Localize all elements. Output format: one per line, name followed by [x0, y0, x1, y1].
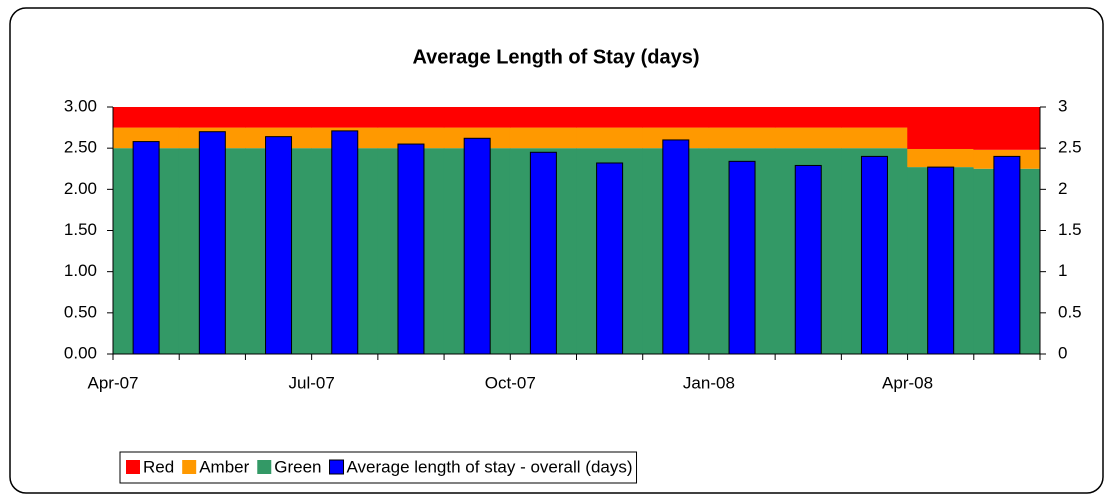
area-segment [509, 107, 577, 128]
area-segment [112, 127, 180, 149]
bar [662, 139, 690, 355]
y2-tick-label: 0.5 [1058, 302, 1082, 321]
y2-tick-label: 1 [1058, 261, 1067, 280]
legend [119, 451, 638, 484]
area-segment [708, 107, 776, 128]
area-segment [178, 107, 246, 128]
legend-label: Average length of stay - overall (days) [347, 457, 633, 476]
legend-swatch [126, 460, 140, 474]
area-segment [642, 127, 710, 149]
y2-tick-label: 1.5 [1058, 220, 1082, 239]
area-segment [443, 107, 511, 128]
x-tick-label: Jul-07 [288, 373, 334, 392]
y-tick-label: 2.00 [64, 179, 97, 198]
area-segment [774, 107, 842, 128]
bar [397, 143, 425, 355]
y2-tick-label: 3 [1058, 96, 1067, 115]
bar [860, 155, 888, 355]
y-tick-label: 3.00 [64, 96, 97, 115]
bar [463, 137, 491, 355]
legend-swatch [182, 460, 197, 474]
legend-swatch [329, 459, 345, 475]
legend-label: Green [274, 457, 321, 476]
chart-title: Average Length of Stay (days) [412, 46, 699, 68]
area-segment [907, 148, 975, 168]
area-segment [708, 127, 776, 149]
x-tick-label: Apr-08 [882, 373, 933, 392]
x-tick-label: Jan-08 [683, 373, 735, 392]
bar [728, 160, 756, 355]
area-segment [907, 107, 975, 149]
bar [265, 136, 293, 355]
area-segment [509, 127, 577, 149]
y-tick-label: 1.50 [64, 220, 97, 239]
y-tick-label: 0.00 [64, 343, 97, 362]
area-segment [311, 107, 379, 128]
area-segment [642, 107, 710, 128]
bar [529, 151, 557, 355]
bar [331, 130, 359, 355]
y-tick-label: 1.00 [64, 261, 97, 280]
bar [927, 166, 955, 355]
bar [132, 141, 160, 355]
area-segment [245, 107, 312, 128]
x-tick-label: Apr-07 [87, 373, 138, 392]
area-segment [112, 107, 180, 128]
legend-swatch [257, 460, 272, 474]
area-segment [576, 127, 644, 149]
y2-tick-label: 0 [1058, 343, 1067, 362]
bar [198, 131, 226, 355]
y-tick-label: 0.50 [64, 302, 97, 321]
x-tick-label: Oct-07 [485, 373, 536, 392]
bar [596, 162, 624, 355]
area-segment [973, 107, 1041, 150]
area-segment [377, 127, 445, 149]
bar [993, 155, 1021, 355]
area-segment [841, 107, 908, 128]
legend-label: Amber [199, 457, 249, 476]
y-tick-label: 2.50 [64, 138, 97, 157]
area-segment [841, 127, 908, 149]
y2-tick-label: 2 [1058, 179, 1067, 198]
area-segment [377, 107, 445, 128]
bar [794, 164, 822, 355]
area-segment [576, 107, 644, 128]
legend-label: Red [143, 457, 174, 476]
y2-tick-label: 2.5 [1058, 138, 1082, 157]
area-segment [774, 127, 842, 149]
